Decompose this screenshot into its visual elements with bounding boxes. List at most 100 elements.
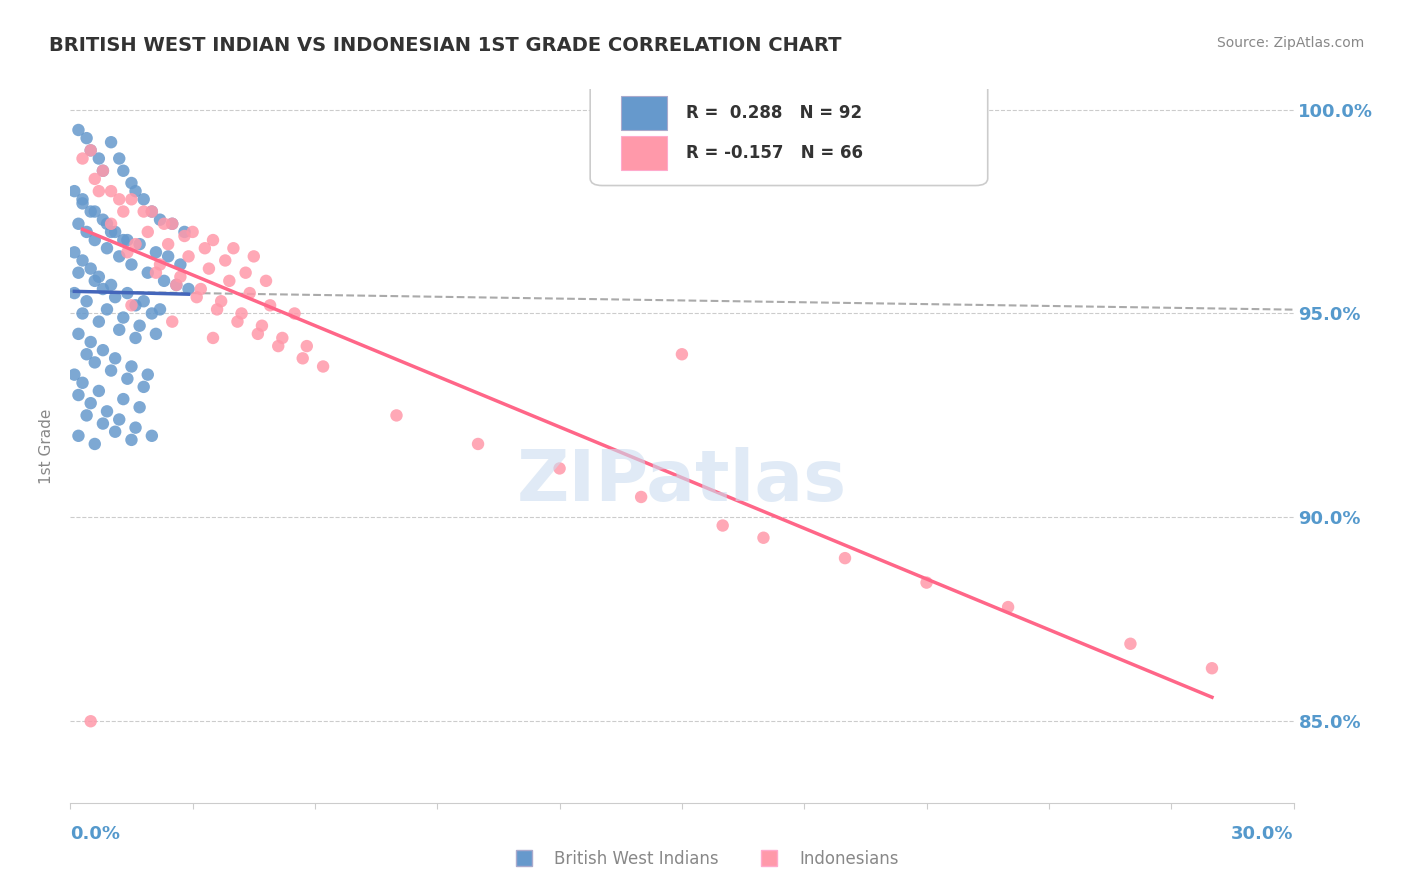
Point [121,298,143,312]
Point [72,253,94,268]
Point [91,163,114,178]
Point [132,192,155,206]
Point [67,388,90,402]
Legend: British West Indians, Indonesians: British West Indians, Indonesians [501,844,905,875]
Point [96,302,118,317]
Point [112,392,135,406]
Point [132,294,155,309]
Point [91,163,114,178]
Point [157,237,180,252]
Point [231,306,253,320]
Point [112,163,135,178]
Point [63,368,86,382]
Point [87,184,110,198]
Point [1201,661,1223,675]
Point [259,298,281,312]
Point [96,217,118,231]
Point [181,225,204,239]
Point [162,217,183,231]
Point [121,176,143,190]
Point [83,233,105,247]
Point [79,334,103,349]
Point [100,217,122,231]
Point [83,204,105,219]
Point [104,290,127,304]
Point [128,401,150,415]
Point [291,351,314,366]
Point [72,376,94,390]
Point [173,229,195,244]
Point [76,131,98,145]
Text: BRITISH WEST INDIAN VS INDONESIAN 1ST GRADE CORRELATION CHART: BRITISH WEST INDIAN VS INDONESIAN 1ST GR… [49,36,842,54]
Point [243,249,266,263]
Point [177,282,200,296]
Point [96,241,118,255]
Point [72,152,94,166]
FancyBboxPatch shape [591,75,988,186]
Point [145,326,167,341]
Point [385,409,408,423]
Point [271,331,294,345]
Point [124,184,146,198]
Point [226,315,249,329]
Point [112,233,135,247]
Point [141,429,163,443]
Point [198,261,221,276]
Text: 0.0%: 0.0% [70,825,121,843]
Point [124,331,146,345]
Point [467,437,489,451]
Point [162,315,183,329]
Point [117,286,139,301]
Point [76,409,98,423]
Point [108,249,131,263]
Point [67,326,90,341]
Point [79,396,103,410]
Point [100,135,122,149]
Point [239,286,262,301]
Point [121,258,143,272]
Point [752,531,775,545]
Point [145,266,167,280]
Point [915,575,938,590]
Point [173,225,195,239]
Point [218,274,240,288]
Point [671,347,693,361]
Text: 30.0%: 30.0% [1232,825,1294,843]
Point [67,429,90,443]
Point [108,152,131,166]
Text: Source: ZipAtlas.com: Source: ZipAtlas.com [1216,36,1364,50]
Point [190,282,212,296]
Point [112,310,135,325]
Point [87,152,110,166]
Point [79,144,103,158]
Point [121,359,143,374]
Point [165,277,187,292]
Point [83,355,105,369]
Point [104,425,127,439]
Point [194,241,217,255]
Point [1119,637,1142,651]
Point [132,204,155,219]
Point [87,315,110,329]
Point [104,351,127,366]
Text: ZIPatlas: ZIPatlas [517,447,846,516]
Point [209,294,232,309]
Point [997,600,1019,615]
Point [108,192,131,206]
Point [157,249,180,263]
Point [76,347,98,361]
Point [112,204,135,219]
Point [222,241,245,255]
Point [100,363,122,377]
Point [83,274,105,288]
Point [186,290,208,304]
Point [124,420,146,434]
Point [87,384,110,398]
Point [246,326,269,341]
Point [79,204,103,219]
Point [128,237,150,252]
Point [136,225,159,239]
Point [141,204,163,219]
Point [149,302,172,317]
Point [169,269,191,284]
